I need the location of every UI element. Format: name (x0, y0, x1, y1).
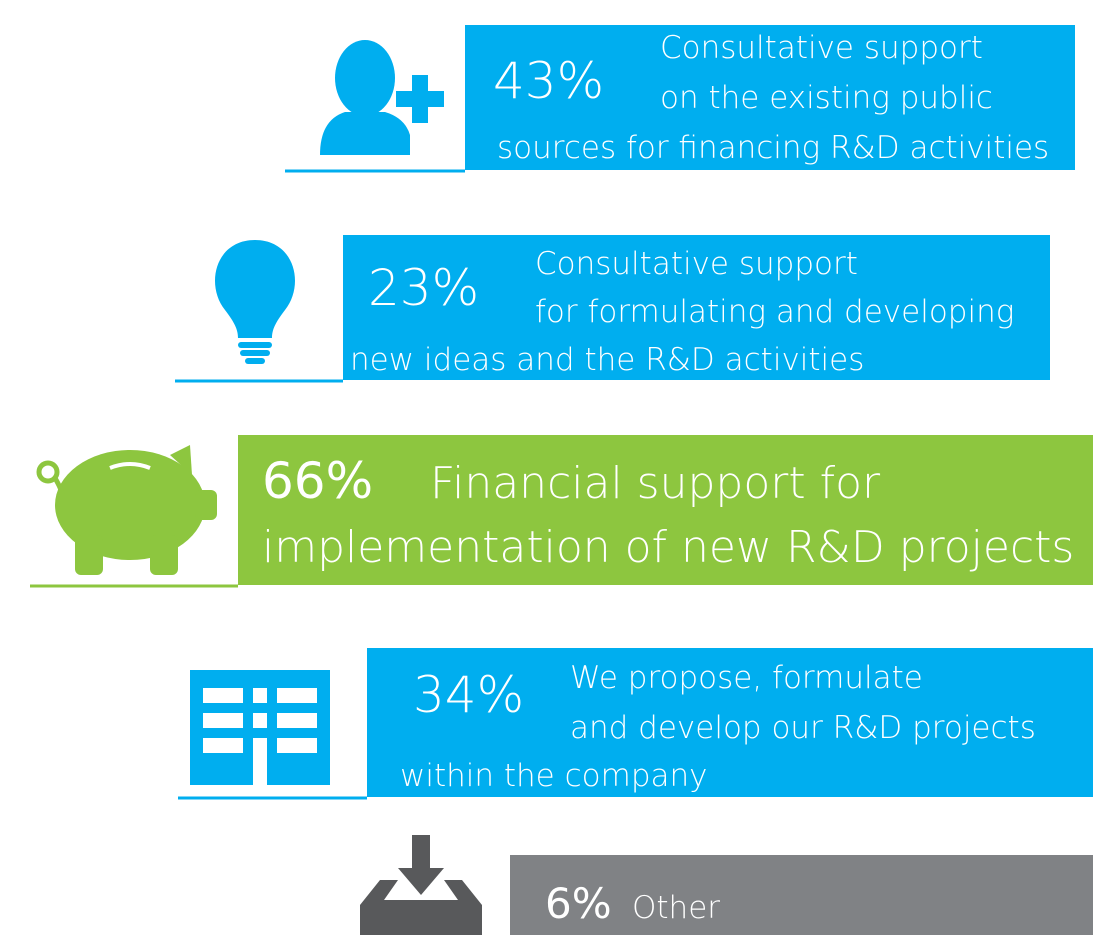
coin-slot (109, 462, 151, 470)
panel (238, 435, 1093, 585)
panel (465, 25, 1075, 170)
item: 23% Consultative support for formulating… (175, 235, 1050, 383)
text-line: Financial support for (430, 458, 881, 509)
item: 34% We propose, formulate and develop ou… (178, 648, 1093, 800)
percent: 23% (368, 259, 479, 317)
item: 66% Financial support for implementation… (30, 435, 1093, 588)
percent: 34% (413, 666, 524, 724)
building-icon (190, 670, 330, 785)
panel (343, 235, 1050, 380)
text-line: Consultative support (660, 30, 983, 66)
text-line: on the existing public (660, 80, 993, 116)
text-line: new ideas and the R&D activities (350, 342, 864, 378)
percent: 6% (545, 879, 612, 928)
person-plus-icon (320, 40, 444, 155)
tray-icon (360, 835, 482, 935)
text-line: implementation of new R&D projects (262, 522, 1074, 573)
item: 6% Other (360, 835, 1093, 935)
percent: 43% (493, 52, 604, 110)
text-line: sources for financing R&D activities (497, 130, 1049, 166)
panel (510, 855, 1093, 935)
panel (367, 648, 1093, 797)
bulb-icon (215, 240, 295, 364)
text-line: within the company (400, 758, 708, 794)
text-line: and develop our R&D projects (570, 710, 1036, 746)
percent: 66% (262, 452, 373, 510)
text-line: for formulating and developing (535, 294, 1014, 330)
text-line: Other (632, 890, 720, 926)
piggy-icon (36, 445, 217, 575)
text-line: Consultative support (535, 246, 858, 282)
item: 43% Consultative support on the existing… (285, 25, 1075, 173)
text-line: We propose, formulate (570, 660, 923, 696)
